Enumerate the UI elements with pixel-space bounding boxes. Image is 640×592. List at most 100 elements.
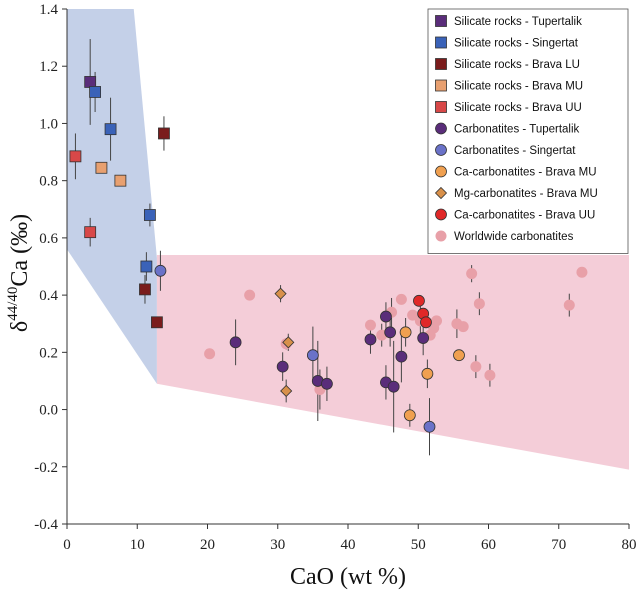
data-point [407, 309, 419, 321]
y-tick-label: 0.6 [39, 231, 58, 247]
legend-entry: Silicate rocks - Brava UU [454, 102, 582, 114]
data-point [563, 299, 575, 311]
tick-labels: 0 10 20 30 40 50 60 70 80 -0.4 -0.2 0.0 0.2 0.4 0.6 0.8… [34, 2, 636, 553]
data-point [280, 384, 293, 398]
x-tick-label: 50 [411, 537, 426, 553]
data-point [395, 293, 407, 305]
x-tick-label: 40 [341, 537, 356, 553]
legend-marker [435, 230, 447, 242]
legend-marker [435, 144, 447, 156]
legend-marker [435, 122, 447, 135]
x-axis-label: CaO (wt %) [290, 564, 406, 590]
x-tick-label: 0 [63, 537, 71, 553]
x-tick-label: 30 [270, 537, 285, 553]
data-point [229, 336, 242, 349]
data-point [417, 332, 430, 344]
x-tick-label: 80 [622, 537, 637, 553]
data-point [431, 315, 443, 327]
legend-entry: Carbonatites - Singertat [454, 145, 576, 157]
legend-entry: Silicate rocks - Brava MU [454, 81, 583, 93]
shaded-region-1 [67, 9, 157, 384]
x-tick-label: 70 [551, 537, 566, 553]
data-point [387, 380, 400, 393]
data-point [395, 350, 408, 363]
data-point [466, 268, 478, 280]
y-tick-label: -0.4 [34, 517, 58, 533]
data-point [421, 367, 434, 380]
data-point [364, 333, 377, 346]
x-tick-label: 10 [130, 537, 145, 553]
data-point [158, 127, 170, 140]
data-point [89, 86, 101, 98]
legend: Silicate rocks - Tupertalik Silicate rock… [427, 8, 629, 254]
data-point [399, 326, 412, 339]
data-point [114, 174, 127, 187]
data-point [140, 260, 153, 273]
data-point [84, 76, 97, 88]
y-tick-label: 0.2 [39, 345, 58, 361]
data-point [453, 349, 465, 362]
data-point [457, 321, 469, 333]
data-point [321, 377, 333, 390]
y-tick-label: -0.2 [34, 460, 58, 476]
data-point [274, 287, 287, 300]
data-point [306, 349, 319, 362]
data-point [413, 294, 425, 307]
y-axis-label-delta: δ [7, 321, 33, 332]
legend-entry: Silicate rocks - Brava LU [454, 59, 580, 71]
data-point [154, 264, 167, 277]
legend-marker [435, 58, 447, 70]
legend-entry: Silicate rocks - Tupertalik [454, 16, 582, 28]
data-point [69, 150, 82, 163]
y-tick-label: 1.2 [39, 59, 58, 75]
legend-entry: Ca-carbonatites - Brava UU [454, 210, 595, 222]
data-point [282, 336, 295, 349]
y-tick-label: 0.0 [39, 403, 58, 419]
data-point [204, 348, 216, 360]
legend-entry: Silicate rocks - Singertat [454, 38, 579, 50]
legend-box [427, 8, 629, 254]
y-tick-label: 1.4 [39, 2, 58, 18]
y-tick-label: 0.8 [39, 174, 58, 190]
legend-marker [435, 208, 447, 221]
data-point [484, 369, 496, 381]
y-tick-label: 1.0 [39, 116, 58, 132]
data-point [384, 326, 397, 339]
data-point [139, 283, 151, 296]
shaded-regions [67, 9, 630, 470]
y-axis-label-main: Ca (‰) [7, 214, 33, 287]
legend-marker [435, 165, 447, 178]
y-axis-label-superscript: 44/40 [5, 287, 21, 321]
data-point [473, 298, 485, 310]
legend-entry: Carbonatites - Tupertalik [454, 124, 580, 136]
y-tick-label: 0.4 [39, 288, 58, 304]
data-point [576, 266, 588, 278]
data-point [84, 226, 97, 239]
legend-entry: Mg-carbonatites - Brava MU [454, 188, 598, 200]
data-point [104, 123, 117, 136]
legend-entry: Ca-carbonatites - Brava MU [454, 167, 597, 179]
legend-entry: Worldwide carbonatites [454, 231, 574, 243]
data-point [420, 316, 432, 329]
legend-marker [435, 101, 447, 113]
x-tick-label: 60 [481, 537, 496, 553]
shaded-region-2 [156, 255, 630, 470]
axes [62, 8, 630, 529]
legend-marker [434, 186, 448, 200]
data-point [403, 409, 416, 422]
data-point [244, 289, 256, 301]
data-point [95, 161, 108, 174]
legend-marker [435, 15, 447, 27]
data-point [364, 319, 376, 331]
data-markers [69, 76, 588, 433]
legend-marker [435, 36, 447, 49]
data-point [276, 360, 289, 373]
data-point [380, 310, 392, 323]
data-point [143, 209, 156, 221]
data-point [423, 420, 436, 433]
data-point [470, 361, 482, 373]
data-point [151, 316, 163, 329]
legend-marker [435, 79, 447, 92]
y-axis-label: δ44/40Ca (‰) [5, 214, 33, 332]
